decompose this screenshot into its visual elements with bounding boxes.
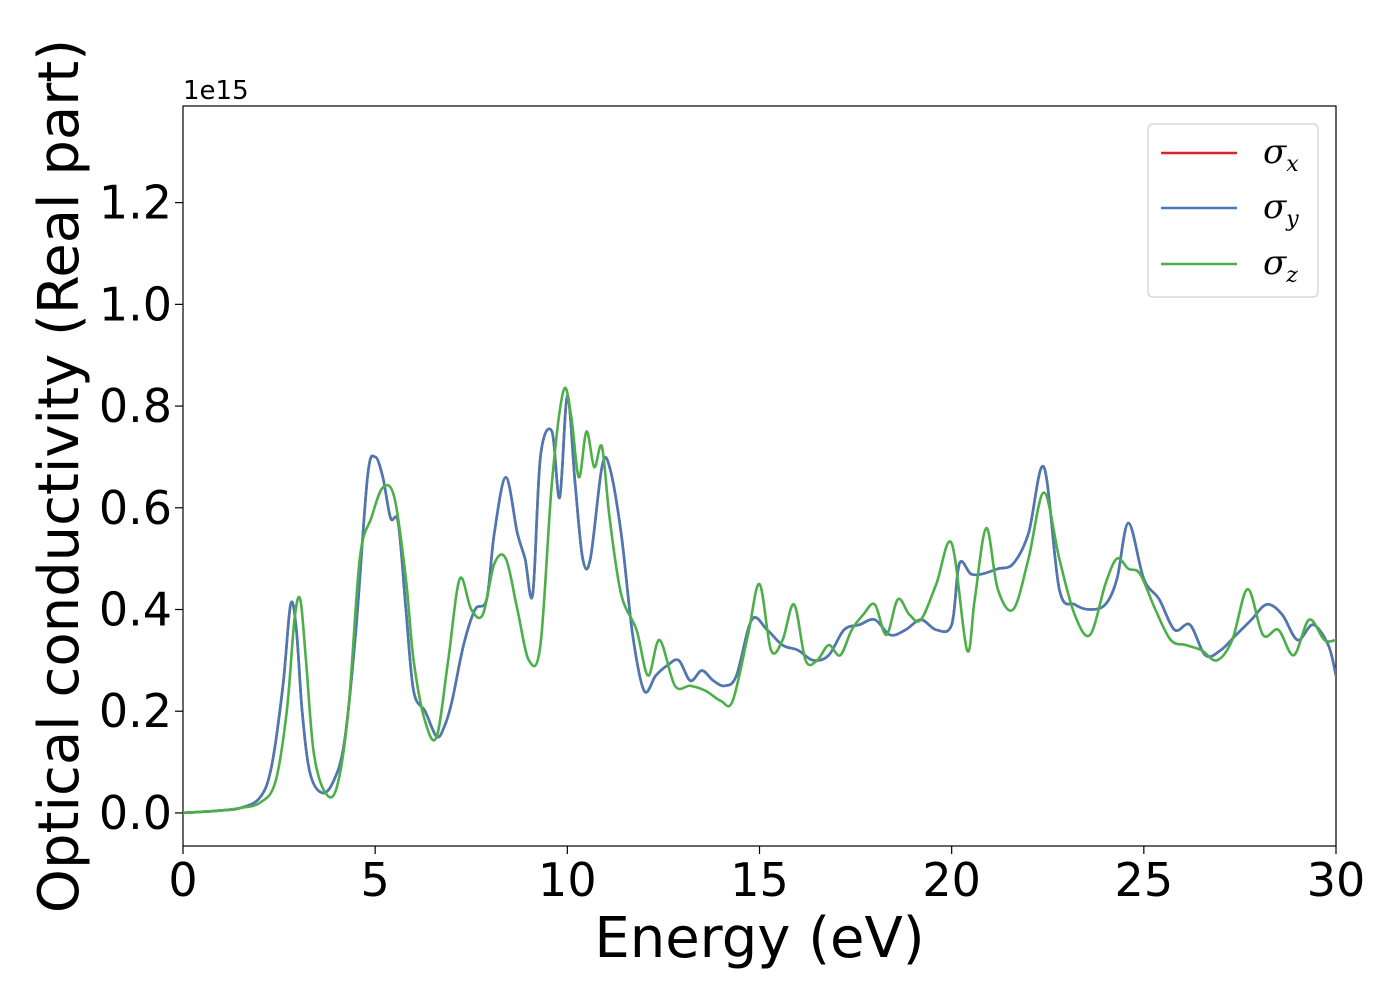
y-tick-label: 1.2 (99, 176, 172, 230)
plot-area (182, 105, 1337, 847)
x-tick-label: 0 (168, 853, 197, 907)
y-axis-label: Optical conductivity (Real part) (27, 39, 92, 913)
legend-label-x: σx (1263, 132, 1299, 177)
legend-label-y: σy (1263, 187, 1299, 232)
y-tick-label: 0.0 (99, 786, 172, 840)
x-tick-label: 25 (1115, 853, 1174, 907)
x-axis-ticks: 0 5 10 15 20 25 30 (168, 846, 1365, 907)
y-tick-label: 0.4 (99, 583, 172, 637)
legend-items: σx σy σz (1161, 132, 1299, 288)
x-tick-label: 5 (361, 853, 390, 907)
plot-frame (182, 105, 1337, 847)
y-tick-label: 1.0 (99, 277, 172, 331)
legend-label-z: σz (1263, 243, 1298, 288)
x-tick-label: 20 (922, 853, 981, 907)
x-tick-label: 10 (538, 853, 597, 907)
series-line-σz (183, 386, 1336, 815)
x-axis-label: Energy (eV) (594, 906, 924, 971)
legend-box (1147, 123, 1319, 298)
y-tick-label: 0.2 (99, 684, 172, 738)
y-tick-label: 0.8 (99, 379, 172, 433)
series-lines (183, 386, 1336, 815)
x-tick-label: 15 (730, 853, 789, 907)
legend: σx σy σz (1147, 123, 1319, 298)
x-tick-label: 30 (1307, 853, 1366, 907)
y-offset-label: 1e15 (183, 76, 249, 106)
y-axis-ticks: 0.0 0.2 0.4 0.6 0.8 1.0 1.2 (99, 176, 183, 840)
y-tick-label: 0.6 (99, 481, 172, 535)
series-line-σy (183, 394, 1336, 815)
